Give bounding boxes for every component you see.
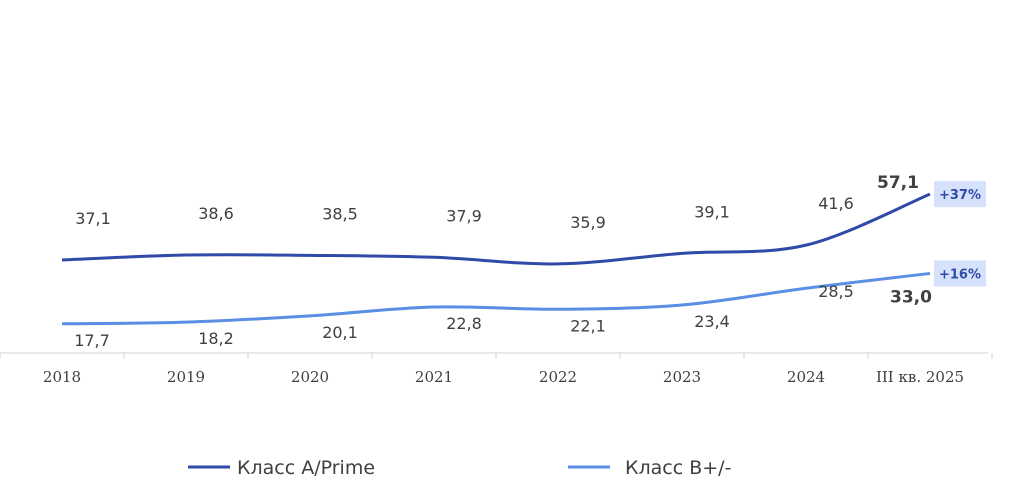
legend-label-prime: Класс А/Prime xyxy=(237,457,375,479)
data-label: 57,1 xyxy=(877,173,919,193)
x-tick-label: 2018 xyxy=(43,368,81,386)
change-badge-text: +16% xyxy=(939,267,981,282)
data-label: 37,1 xyxy=(75,209,111,228)
data-label: 35,9 xyxy=(570,213,606,232)
data-labels: 37,1 38,6 38,5 37,9 35,9 39,1 41,6 57,1 17,7 18,2… xyxy=(74,173,932,350)
legend: Класс А/Prime Класс В+/- xyxy=(188,457,731,479)
data-label: 38,5 xyxy=(322,204,358,223)
series-line-prime xyxy=(61,192,931,266)
data-label: 38,6 xyxy=(198,204,234,223)
data-label: 39,1 xyxy=(694,202,730,221)
x-axis-ticks xyxy=(0,353,993,359)
change-badge-bg xyxy=(934,181,986,208)
change-badges: +37% +16% xyxy=(934,181,986,287)
x-tick-label: 2019 xyxy=(167,368,205,386)
change-badge-text: +37% xyxy=(939,188,981,203)
data-label: 41,6 xyxy=(818,194,854,213)
data-label: 17,7 xyxy=(74,331,110,350)
series-lines xyxy=(61,192,931,326)
data-label: 18,2 xyxy=(198,329,234,348)
data-label: 22,8 xyxy=(446,314,482,333)
x-tick-label: 2020 xyxy=(291,368,329,386)
data-label: 22,1 xyxy=(570,316,606,335)
x-tick-label: 2022 xyxy=(539,368,577,386)
data-label: 20,1 xyxy=(322,323,358,342)
legend-label-b: Класс В+/- xyxy=(625,457,731,479)
x-tick-label: 2021 xyxy=(415,368,453,386)
change-badge-bg xyxy=(934,260,986,287)
data-label: 23,4 xyxy=(694,312,730,331)
data-label: 37,9 xyxy=(446,206,482,225)
x-tick-label: 2024 xyxy=(787,368,825,386)
x-tick-label: III кв. 2025 xyxy=(876,368,964,386)
x-tick-label: 2023 xyxy=(663,368,701,386)
x-axis-tick-labels: 2018 2019 2020 2021 2022 2023 2024 III кв. 2025 xyxy=(43,368,964,386)
series-line-b xyxy=(61,271,931,326)
data-label: 28,5 xyxy=(818,282,854,301)
data-label: 33,0 xyxy=(890,287,932,307)
